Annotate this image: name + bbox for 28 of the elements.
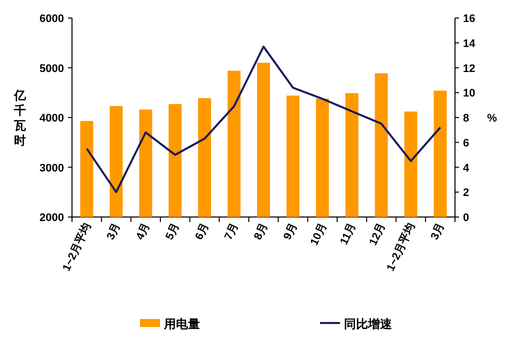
y2-tick-label: 12 xyxy=(463,62,476,75)
y2-tick-label: 0 xyxy=(463,212,470,224)
x-tick-label: 7月 xyxy=(222,221,241,242)
legend-label: 同比增速 xyxy=(344,317,393,331)
legend-label: 用电量 xyxy=(163,317,200,331)
x-tick-label: 6月 xyxy=(193,221,212,242)
y-tick-label: 3000 xyxy=(40,162,64,174)
y2-tick-label: 16 xyxy=(463,13,476,25)
y-axis-title: 亿千瓦时 xyxy=(13,88,27,148)
y-tick-label: 5000 xyxy=(40,62,64,75)
y-tick-label: 4000 xyxy=(40,112,64,124)
x-tick-label: 10月 xyxy=(308,221,330,248)
y-tick-label: 6000 xyxy=(40,13,64,25)
x-tick-label: 11月 xyxy=(338,221,359,247)
y2-tick-label: 10 xyxy=(463,88,476,100)
x-tick-label: 3月 xyxy=(428,221,447,242)
y2-tick-label: 14 xyxy=(463,38,476,50)
x-tick-label: 9月 xyxy=(282,221,300,242)
y2-tick-label: 8 xyxy=(463,112,470,124)
line-series xyxy=(86,46,442,194)
x-tick-label: 4月 xyxy=(134,221,152,242)
y2-axis-title: % xyxy=(487,112,498,124)
y2-tick-label: 4 xyxy=(463,162,470,174)
x-tick-label: 8月 xyxy=(252,221,270,242)
x-tick-label: 5月 xyxy=(164,221,182,242)
y2-tick-label: 6 xyxy=(463,137,470,150)
y2-tick-label: 2 xyxy=(463,187,470,200)
x-tick-label: 3月 xyxy=(104,221,123,242)
